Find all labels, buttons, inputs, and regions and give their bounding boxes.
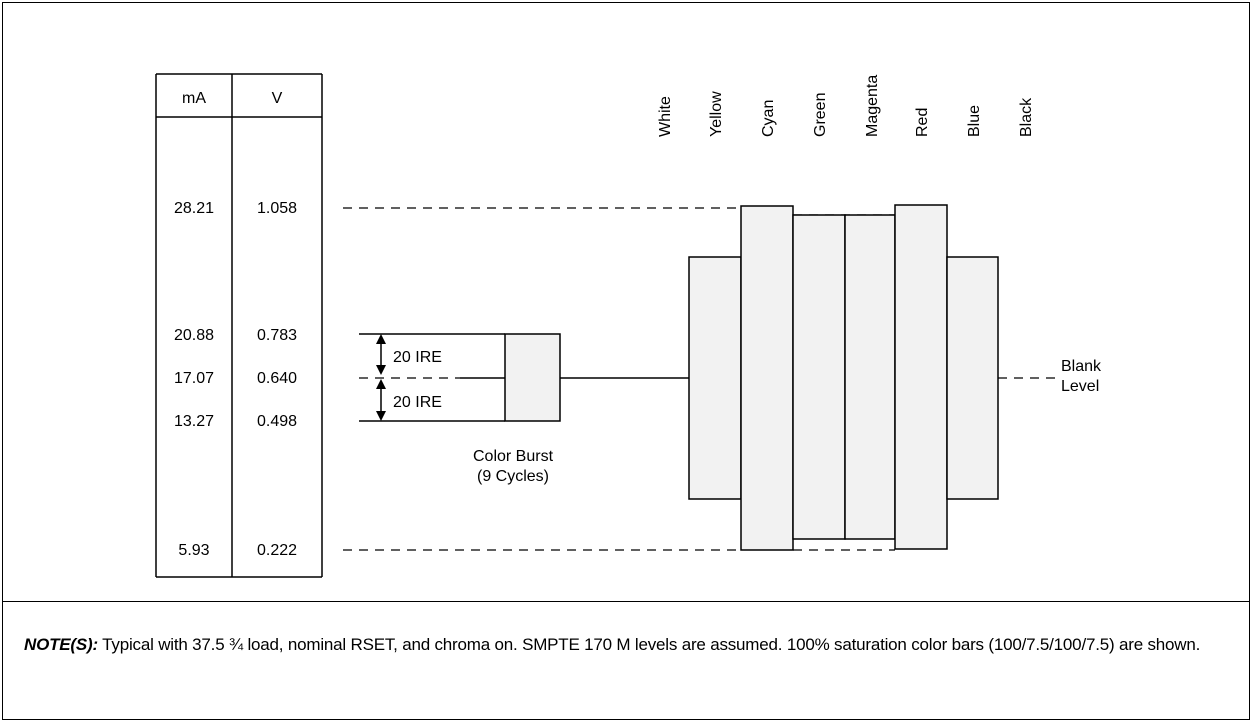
ire-upper-arrow-down-icon (376, 365, 386, 375)
bar-label-magenta: Magenta (864, 75, 881, 137)
bar-label-cyan: Cyan (760, 100, 777, 137)
note-label: NOTE(S): (24, 635, 98, 654)
level-ma-bottom: 5.93 (178, 542, 209, 559)
level-v-blank: 0.640 (257, 370, 297, 387)
level-ma-burst-bottom: 13.27 (174, 413, 214, 430)
header-v: V (272, 90, 283, 107)
bar-label-red: Red (914, 108, 931, 137)
bar-label-white: White (657, 96, 674, 137)
level-table: mA V 28.21 1.058 20.88 0.783 17.07 0.640… (155, 73, 323, 578)
level-ma-blank: 17.07 (174, 370, 214, 387)
bar-label-blue: Blue (966, 105, 983, 137)
note-body: Typical with 37.5 ¾ load, nominal RSET, … (97, 635, 1201, 654)
color-bars-diagram: mA V 28.21 1.058 20.88 0.783 17.07 0.640… (155, 73, 1102, 578)
bar-labels: White Yellow Cyan Green Magenta Red Blue… (657, 75, 1035, 137)
bar-label-green: Green (812, 93, 829, 137)
ire-lower-arrow-down-icon (376, 411, 386, 421)
ire-lower-label: 20 IRE (393, 394, 442, 411)
level-v-burst-bottom: 0.498 (257, 413, 297, 430)
level-ma-burst-top: 20.88 (174, 327, 214, 344)
bar-label-yellow: Yellow (708, 91, 725, 137)
bar-yellow (688, 256, 742, 500)
bar-green (792, 214, 846, 540)
ire-upper-arrow-up-icon (376, 334, 386, 344)
bar-blue (946, 256, 999, 500)
color-burst-cycles: (9 Cycles) (477, 468, 549, 485)
bar-magenta (844, 214, 896, 540)
color-bars (688, 204, 999, 551)
level-v-bottom: 0.222 (257, 542, 297, 559)
ire-bracket (359, 333, 505, 422)
note-text: NOTE(S): Typical with 37.5 ¾ load, nomin… (24, 631, 1204, 658)
header-ma: mA (182, 90, 206, 107)
bar-red (894, 204, 948, 550)
color-burst-box (504, 333, 561, 422)
level-ma-white: 28.21 (174, 200, 214, 217)
note-section: NOTE(S): Typical with 37.5 ¾ load, nomin… (2, 601, 1250, 720)
blank-level-label-2: Level (1061, 378, 1099, 395)
color-burst-label: Color Burst (473, 448, 554, 465)
bar-label-black: Black (1018, 97, 1035, 137)
ire-lower-arrow-up-icon (376, 379, 386, 389)
bar-cyan (740, 205, 794, 551)
ire-upper-label: 20 IRE (393, 349, 442, 366)
blank-level-label: Blank (1061, 358, 1102, 375)
level-v-white: 1.058 (257, 200, 297, 217)
level-v-burst-top: 0.783 (257, 327, 297, 344)
